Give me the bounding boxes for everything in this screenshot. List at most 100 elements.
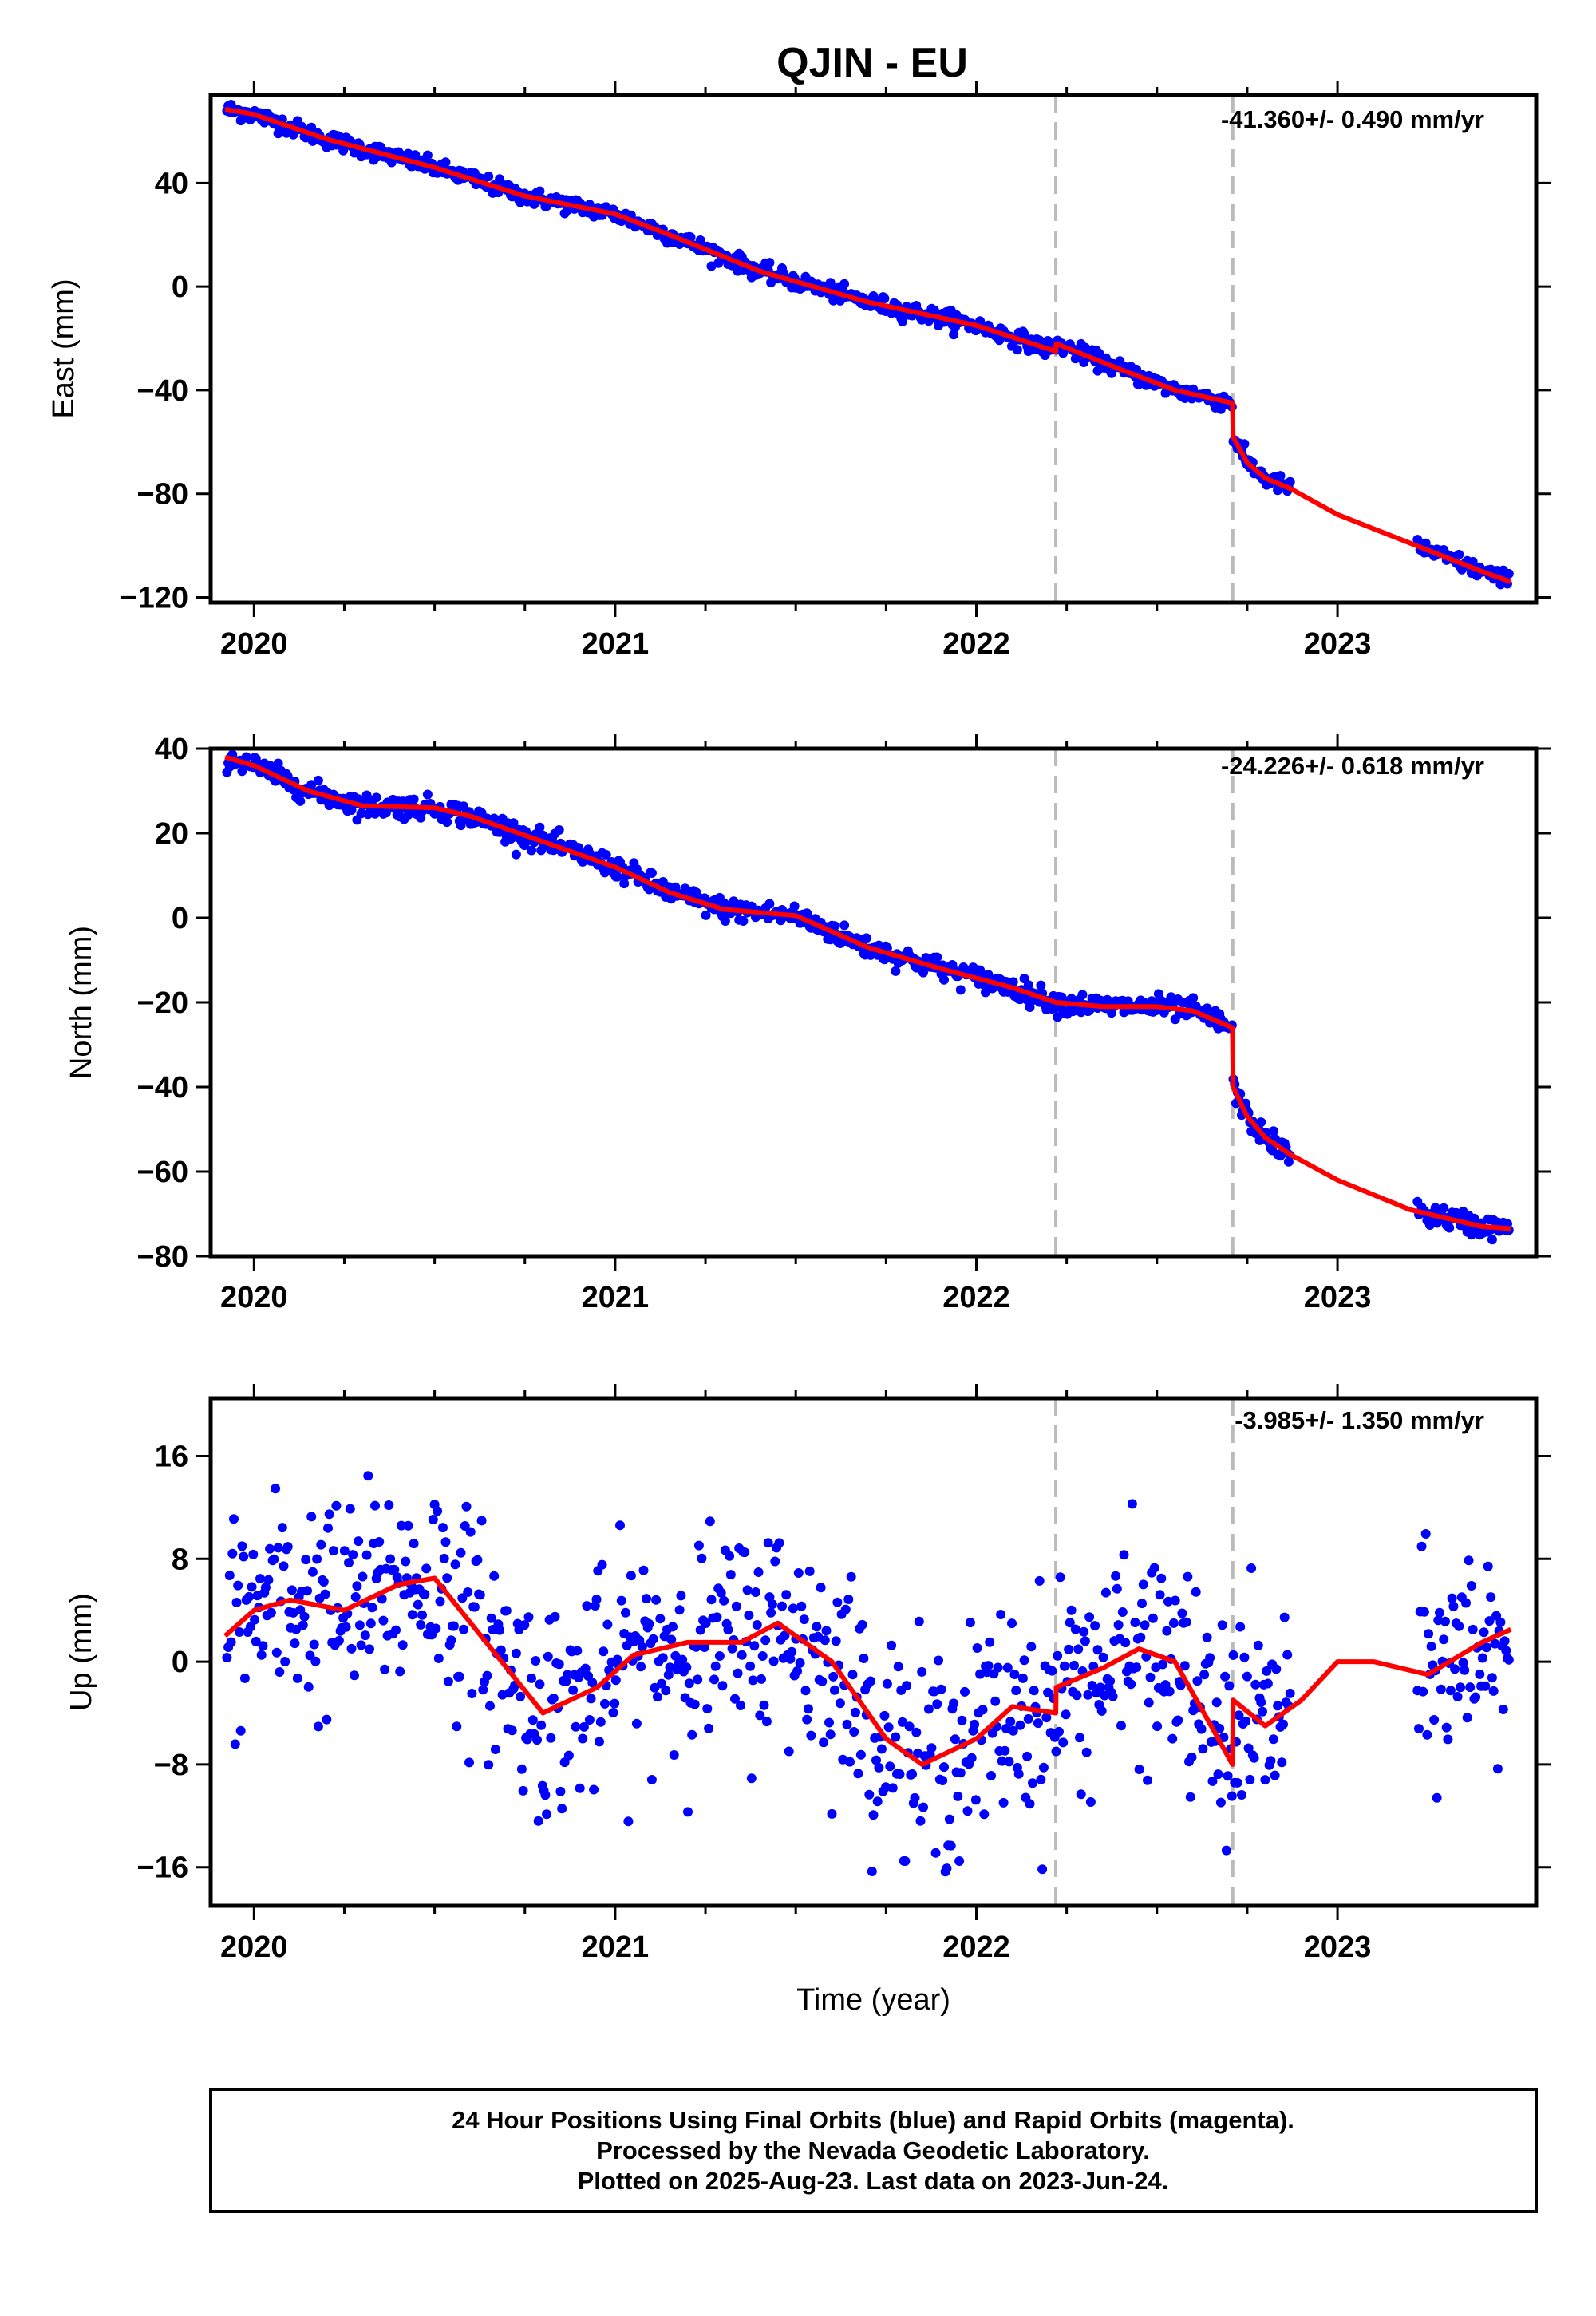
data-point [1268, 1734, 1278, 1745]
data-point [1017, 1673, 1028, 1683]
data-point [348, 1550, 358, 1560]
data-point [475, 1590, 485, 1600]
data-point [420, 1589, 430, 1599]
data-point [1454, 1621, 1464, 1631]
data-point [887, 1783, 898, 1793]
data-point [885, 1761, 895, 1772]
data-point [1246, 1563, 1257, 1573]
data-point [450, 1559, 460, 1570]
data-point [612, 871, 622, 882]
data-point [751, 1587, 760, 1597]
data-point [949, 1698, 959, 1709]
data-point [1482, 1642, 1491, 1653]
data-point [897, 316, 907, 326]
data-point [695, 235, 705, 245]
y-axis-title: Up (mm) [65, 1593, 98, 1711]
data-point [1173, 1715, 1183, 1725]
data-point [1158, 1659, 1168, 1670]
data-point [313, 1721, 323, 1732]
data-point [954, 1856, 965, 1866]
data-point [1235, 1622, 1246, 1632]
x-axis-title: Time (year) [796, 1983, 950, 2017]
data-point [1138, 1579, 1148, 1590]
data-point [448, 1621, 459, 1631]
data-point [1439, 1634, 1449, 1645]
data-point [247, 1582, 257, 1592]
data-point [511, 1648, 521, 1658]
data-point [871, 1755, 881, 1765]
data-point [781, 1590, 792, 1600]
data-point [661, 1686, 671, 1696]
data-point [644, 1618, 654, 1629]
y-tick-label: 16 [155, 1440, 188, 1473]
data-point [938, 1776, 948, 1785]
data-point [950, 1734, 960, 1745]
data-point [955, 1768, 966, 1778]
data-point [378, 1615, 389, 1626]
data-point [874, 1762, 884, 1773]
x-tick-label: 2023 [1304, 1931, 1372, 1964]
data-point [589, 1784, 599, 1795]
data-point [568, 1685, 579, 1695]
data-point [855, 1749, 866, 1760]
data-point [334, 1635, 344, 1646]
data-point [904, 1721, 915, 1732]
data-point [744, 1611, 754, 1621]
data-point [843, 1595, 854, 1604]
data-point [796, 1601, 807, 1611]
data-point [543, 1651, 553, 1662]
data-point [555, 1786, 566, 1796]
data-point [784, 1746, 794, 1757]
data-point [1232, 1777, 1242, 1788]
y-tick-label: −60 [137, 1156, 188, 1189]
data-point [829, 1685, 839, 1695]
data-point [361, 1550, 372, 1560]
data-point [965, 1618, 975, 1628]
x-tick-label: 2023 [1304, 1281, 1372, 1314]
data-point [1432, 1792, 1442, 1803]
data-point [1279, 1612, 1290, 1622]
data-point [1126, 1679, 1136, 1690]
data-point [623, 1816, 634, 1827]
data-point [1009, 1670, 1020, 1679]
data-point [960, 1686, 970, 1697]
data-point [1448, 1601, 1459, 1611]
data-point [1503, 1654, 1514, 1665]
data-point [1164, 1686, 1175, 1697]
data-point [842, 1719, 852, 1729]
data-point [1483, 1561, 1493, 1571]
data-point [1053, 1650, 1063, 1661]
x-tick-label: 2021 [582, 627, 650, 661]
data-point [531, 1656, 541, 1666]
data-point [409, 1539, 419, 1549]
data-point [785, 1654, 796, 1664]
data-point [793, 1568, 804, 1578]
data-point [1105, 1676, 1116, 1686]
data-point [256, 1650, 267, 1660]
data-point [701, 1618, 711, 1628]
data-point [273, 758, 283, 769]
data-point [241, 752, 251, 762]
data-point [275, 1667, 285, 1677]
data-point [745, 1661, 756, 1671]
data-point [501, 1606, 512, 1616]
data-point [409, 794, 419, 804]
data-point [821, 1626, 832, 1636]
data-point [1028, 1778, 1037, 1788]
data-point [286, 1585, 297, 1595]
data-point [591, 1595, 602, 1605]
data-point [915, 1816, 926, 1826]
data-point [571, 1721, 581, 1732]
data-point [831, 1636, 841, 1646]
data-point [610, 1675, 621, 1686]
data-point [767, 1599, 777, 1610]
x-tick-label: 2020 [220, 627, 288, 661]
data-point [953, 1791, 963, 1801]
y-tick-label: −80 [137, 1240, 188, 1274]
data-point [403, 810, 413, 820]
data-point [239, 1673, 250, 1683]
data-point [486, 1613, 496, 1623]
y-tick-label: −20 [137, 986, 188, 1020]
y-axis-title: North (mm) [65, 926, 98, 1079]
data-point [463, 1587, 473, 1597]
